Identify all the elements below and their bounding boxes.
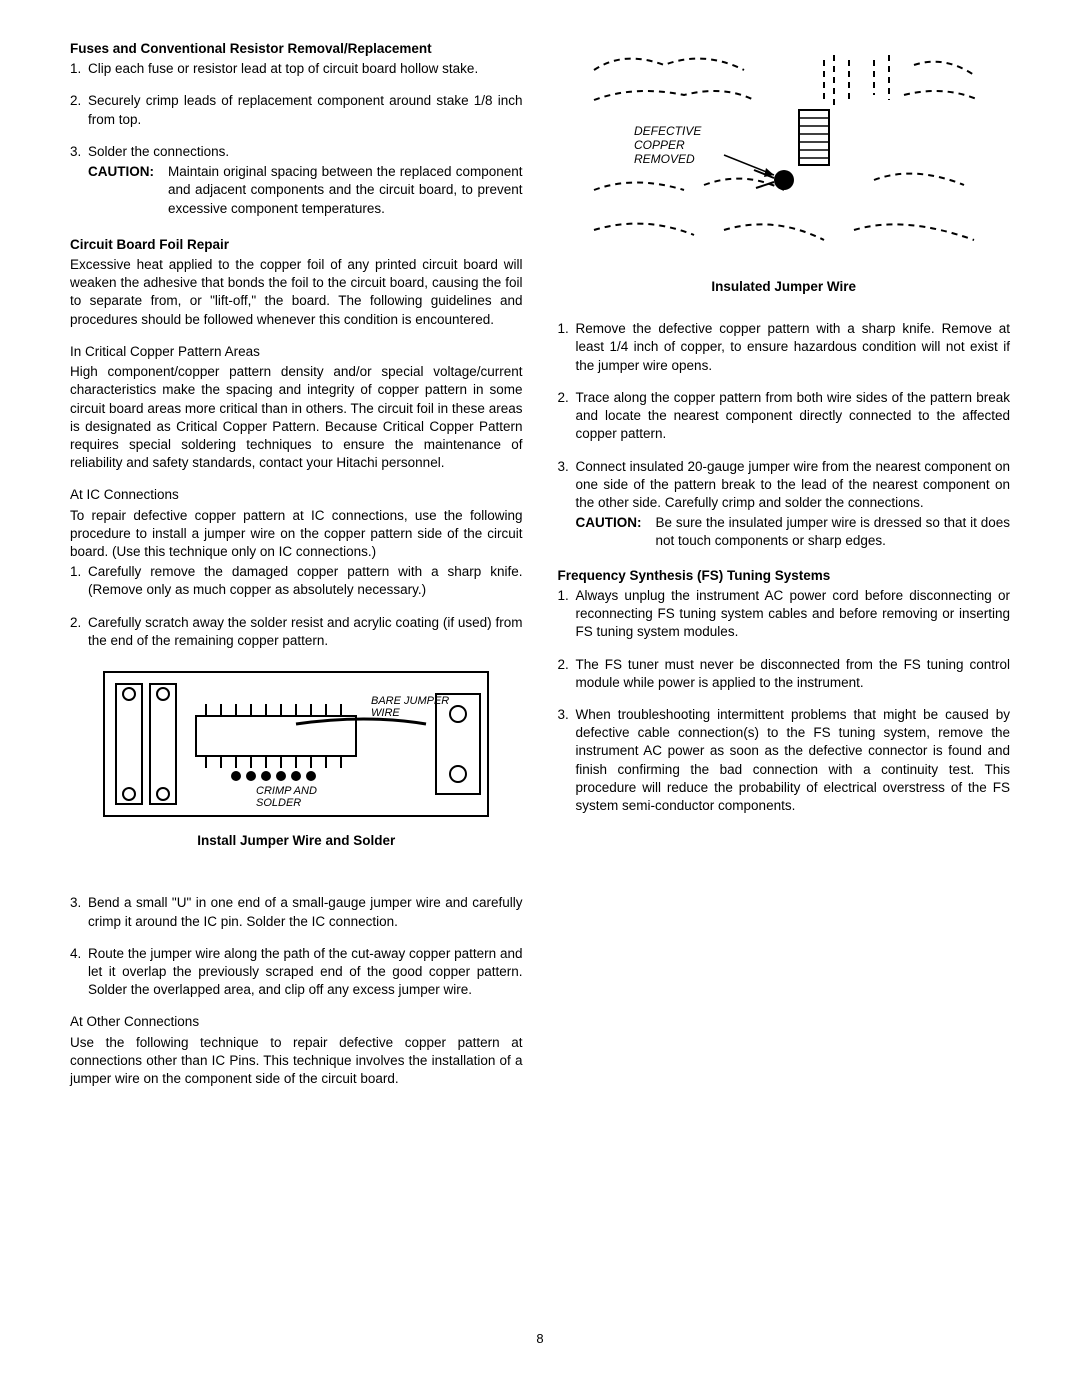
item-number: 4. (70, 945, 88, 1000)
item-number: 3. (558, 706, 576, 815)
item-text: Trace along the copper pattern from both… (576, 389, 1011, 444)
item-text: Bend a small "U" in one end of a small-g… (88, 894, 523, 930)
list-item: 1. Remove the defective copper pattern w… (558, 320, 1011, 375)
list-item: 3. When troubleshooting intermittent pro… (558, 706, 1011, 815)
item-text: Route the jumper wire along the path of … (88, 945, 523, 1000)
item-number: 3. (70, 143, 88, 218)
heading-fs-tuning: Frequency Synthesis (FS) Tuning Systems (558, 567, 1011, 585)
fig1-label-solder: SOLDER (256, 797, 301, 809)
paragraph: Excessive heat applied to the copper foi… (70, 256, 523, 329)
item-number: 1. (558, 587, 576, 642)
item-number: 2. (70, 614, 88, 650)
list-item: 1. Clip each fuse or resistor lead at to… (70, 60, 523, 78)
item-text: Solder the connections. CAUTION: Maintai… (88, 143, 523, 218)
subheading-ic: At IC Connections (70, 486, 523, 504)
heading-foil-repair: Circuit Board Foil Repair (70, 236, 523, 254)
list-item: 2. Carefully scratch away the solder res… (70, 614, 523, 650)
list-item: 3. Solder the connections. CAUTION: Main… (70, 143, 523, 218)
item-number: 1. (558, 320, 576, 375)
fig2-label-removed: REMOVED (634, 152, 695, 166)
list-item: 1. Always unplug the instrument AC power… (558, 587, 1011, 642)
item-text: The FS tuner must never be disconnected … (576, 656, 1011, 692)
item-number: 2. (70, 92, 88, 128)
paragraph: High component/copper pattern density an… (70, 363, 523, 472)
item-number: 1. (70, 60, 88, 78)
item-text: When troubleshooting intermittent proble… (576, 706, 1011, 815)
fig1-label-bare: BARE JUMPER (371, 695, 449, 707)
item-text-line: Connect insulated 20-gauge jumper wire f… (576, 459, 1011, 510)
item-text-line: Solder the connections. (88, 144, 229, 159)
paragraph: To repair defective copper pattern at IC… (70, 507, 523, 562)
fig2-label-defective: DEFECTIVE (634, 124, 702, 138)
paragraph: Use the following technique to repair de… (70, 1034, 523, 1089)
item-number: 3. (558, 458, 576, 551)
caution-text: Maintain original spacing between the re… (168, 163, 523, 218)
item-text: Carefully remove the damaged copper patt… (88, 563, 523, 599)
list-item: 3. Connect insulated 20-gauge jumper wir… (558, 458, 1011, 551)
list-item: 2. The FS tuner must never be disconnect… (558, 656, 1011, 692)
caution-label: CAUTION: (576, 514, 656, 550)
figure-install-jumper: BARE JUMPER WIRE CRIMP AND SOLDER Instal… (70, 664, 523, 850)
list-item: 1. Carefully remove the damaged copper p… (70, 563, 523, 599)
caution: CAUTION: Be sure the insulated jumper wi… (576, 514, 1011, 550)
item-text: Securely crimp leads of replacement comp… (88, 92, 523, 128)
fig1-label-wire: WIRE (371, 707, 400, 719)
item-text: Carefully scratch away the solder resist… (88, 614, 523, 650)
list-item: 3. Bend a small "U" in one end of a smal… (70, 894, 523, 930)
figure-caption: Install Jumper Wire and Solder (70, 832, 523, 850)
item-number: 2. (558, 389, 576, 444)
list-item: 4. Route the jumper wire along the path … (70, 945, 523, 1000)
fig2-label-copper: COPPER (634, 138, 685, 152)
subheading-other: At Other Connections (70, 1013, 523, 1031)
item-text: Connect insulated 20-gauge jumper wire f… (576, 458, 1011, 551)
item-text: Always unplug the instrument AC power co… (576, 587, 1011, 642)
list-item: 2. Securely crimp leads of replacement c… (70, 92, 523, 128)
heading-fuses: Fuses and Conventional Resistor Removal/… (70, 40, 523, 58)
fig1-label-crimp: CRIMP AND (256, 785, 317, 797)
item-number: 2. (558, 656, 576, 692)
list-item: 2. Trace along the copper pattern from b… (558, 389, 1011, 444)
figure-caption: Insulated Jumper Wire (558, 278, 1011, 296)
figure-insulated-jumper: DEFECTIVE COPPER REMOVED Insulated Jumpe… (558, 40, 1011, 296)
caution: CAUTION: Maintain original spacing betwe… (88, 163, 523, 218)
caution-label: CAUTION: (88, 163, 168, 218)
item-text: Clip each fuse or resistor lead at top o… (88, 60, 523, 78)
item-text: Remove the defective copper pattern with… (576, 320, 1011, 375)
item-number: 3. (70, 894, 88, 930)
page-number: 8 (70, 1330, 1010, 1348)
item-number: 1. (70, 563, 88, 599)
subheading-critical: In Critical Copper Pattern Areas (70, 343, 523, 361)
caution-text: Be sure the insulated jumper wire is dre… (656, 514, 1011, 550)
